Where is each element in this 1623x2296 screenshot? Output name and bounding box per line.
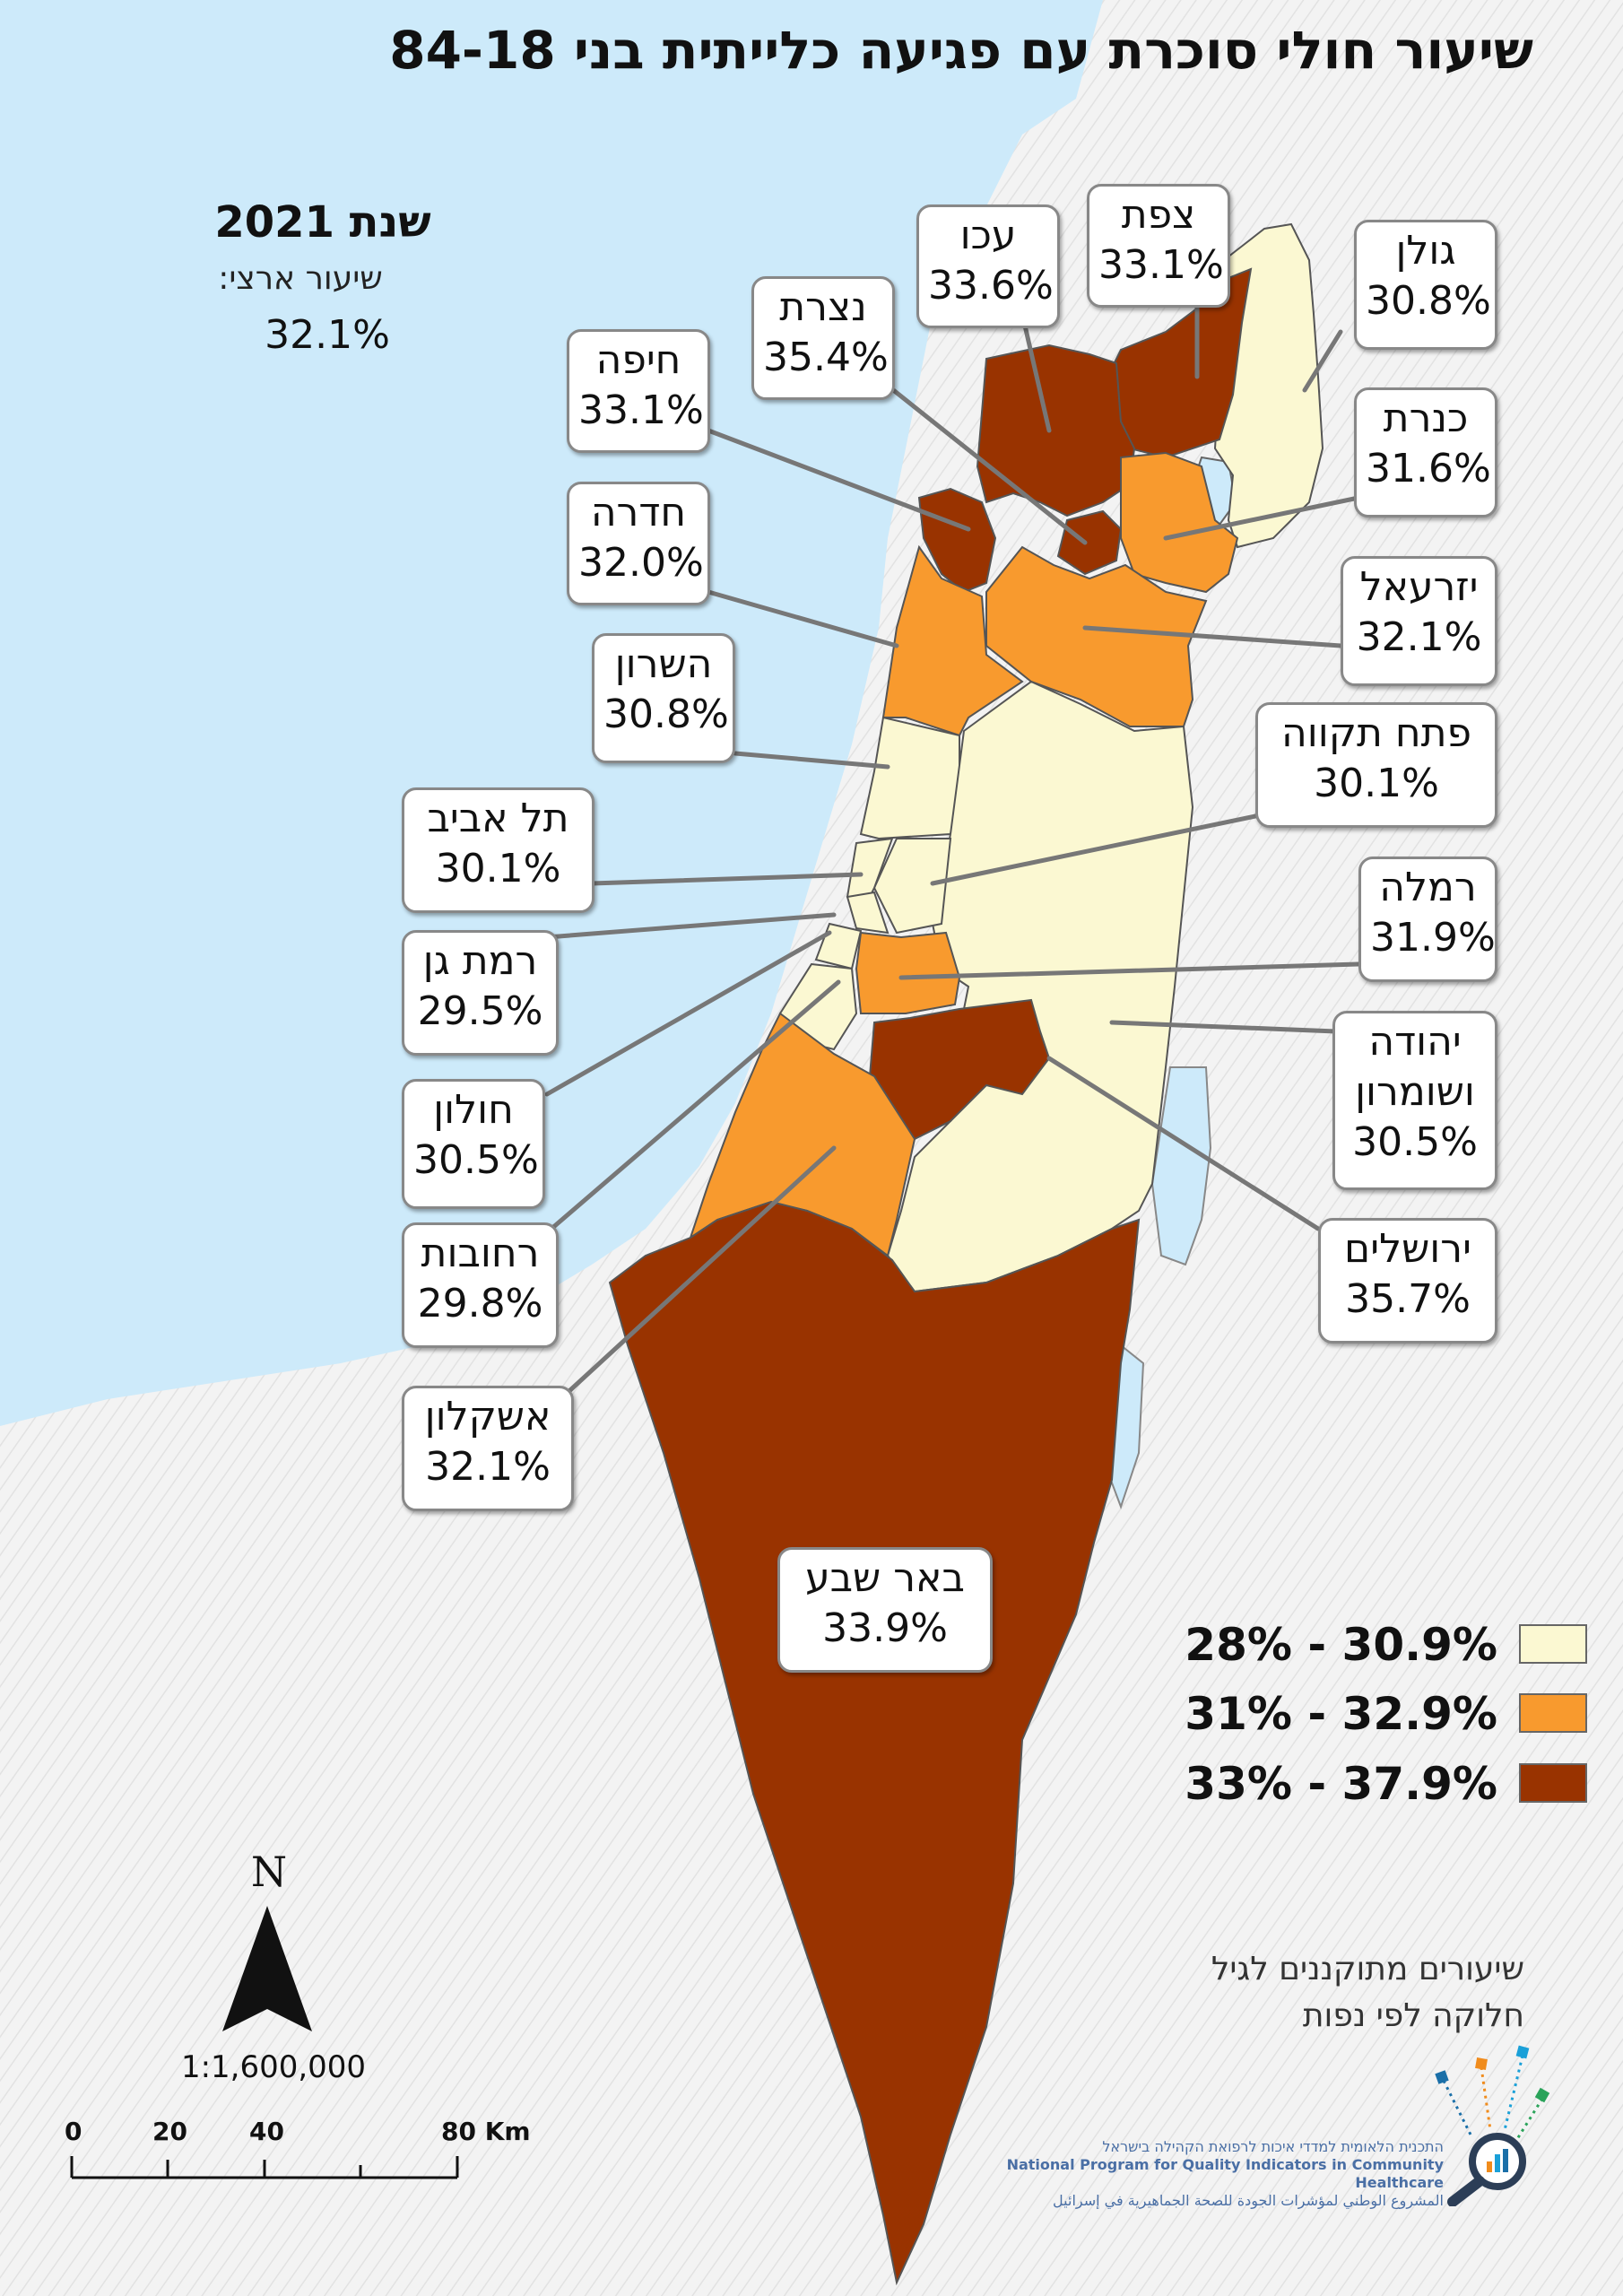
region-value: 30.5% [1352,1119,1478,1165]
region-name: יזרעאל [1359,564,1479,610]
region-value: 33.1% [578,387,704,433]
scale-ratio: 1:1,600,000 [180,2049,367,2085]
region-name: חולון [433,1087,514,1133]
region-name: עכו [959,213,1017,258]
region-name: תל אביב [427,796,569,841]
label-akko: עכו 33.6% [916,204,1060,328]
logo-text: התכנית הלאומית למדדי איכות לרפואת הקהילה… [1004,2138,1444,2210]
region-value: 30.1% [435,846,561,891]
region-name: יהודה ושומרון [1355,1019,1475,1115]
label-tel-aviv: תל אביב 30.1% [402,787,595,913]
region-name: השרון [614,641,713,687]
logo-line-arabic: المشروع الوطني لمؤشرات الجودة للصحة الجم… [1053,2192,1444,2209]
region-name: רמת גן [422,938,538,984]
label-jerusalem: ירושלים 35.7% [1318,1218,1497,1344]
year-label: שנת 2021 [214,197,431,248]
district-hadera [881,544,1024,737]
region-value: 32.0% [578,540,704,586]
region-value: 30.1% [1314,761,1439,806]
quality-indicators-logo-icon [1435,2045,1550,2206]
district-ramat-gan [846,891,890,935]
district-ramla [855,931,961,1014]
region-value: 30.8% [1366,278,1491,324]
map-note: שיעורים מתוקננים לגיל חלוקה לפי נפות [1076,1946,1524,2039]
label-rehovot: רחובות 29.8% [402,1222,559,1348]
legend-item-high: 33% - 37.9% [1166,1758,1587,1810]
region-name: רמלה [1379,865,1477,910]
label-petah-tikva: פתח תקווה 30.1% [1255,702,1497,828]
district-jezreel [985,545,1208,727]
legend-label: 28% - 30.9% [1185,1619,1497,1671]
region-value: 31.9% [1370,915,1496,961]
legend-swatch [1519,1763,1587,1803]
region-value: 32.1% [425,1444,551,1490]
region-name: אשקלון [424,1394,551,1439]
region-value: 32.1% [1356,614,1482,660]
region-value: 33.6% [928,263,1054,309]
district-kinneret [1120,451,1239,594]
label-ashkelon: אשקלון 32.1% [402,1386,574,1511]
note-line-1: שיעורים מתוקננים לגיל [1211,1951,1524,1987]
region-value: 35.4% [763,335,889,380]
national-rate-label: שיעור ארצי: [218,260,383,297]
north-arrow-icon [222,1906,312,2031]
district-nazareth [1056,509,1123,576]
region-name: חיפה [595,337,681,383]
region-value: 30.8% [603,691,729,737]
label-sharon: השרון 30.8% [592,633,735,763]
label-kinneret: כנרת 31.6% [1354,387,1497,517]
region-value: 29.5% [417,988,543,1034]
region-name: כנרת [1383,396,1469,441]
legend-item-low: 28% - 30.9% [1166,1619,1587,1671]
note-line-2: חלוקה לפי נפות [1302,1997,1524,2034]
scale-bar [70,2156,459,2179]
region-name: רחובות [421,1231,540,1276]
national-rate-value: 32.1% [265,312,390,358]
region-value: 29.8% [417,1281,543,1326]
label-ramat-gan: רמת גן 29.5% [402,930,559,1056]
label-hadera: חדרה 32.0% [567,482,710,605]
region-name: באר שבע [805,1555,965,1601]
label-haifa: חיפה 33.1% [567,329,710,453]
region-name: צפת [1121,192,1196,238]
region-value: 31.6% [1366,446,1491,491]
label-jezreel: יזרעאל 32.1% [1341,556,1497,686]
region-name: חדרה [590,490,687,535]
region-value: 30.5% [413,1137,539,1183]
region-name: ירושלים [1344,1226,1471,1272]
scale-tick-80: 80 Km [441,2117,531,2146]
legend-label: 31% - 32.9% [1185,1688,1497,1740]
north-label: N [250,1848,288,1896]
region-name: נצרת [779,284,867,330]
label-judea-samaria: יהודה ושומרון 30.5% [1332,1011,1497,1190]
logo-line-hebrew: התכנית הלאומית למדדי איכות לרפואת הקהילה… [1102,2138,1444,2155]
legend-label: 33% - 37.9% [1185,1758,1497,1810]
region-value: 35.7% [1345,1276,1471,1322]
legend-swatch [1519,1693,1587,1733]
scale-tick-20: 20 [152,2117,187,2146]
region-value: 33.9% [822,1605,948,1651]
region-name: גולן [1395,228,1456,274]
legend-swatch [1519,1624,1587,1664]
region-value: 33.1% [1098,242,1224,288]
district-akko [976,344,1136,517]
label-ramla: רמלה 31.9% [1358,857,1497,982]
logo-line-english: National Program for Quality Indicators … [1006,2156,1444,2191]
label-golan: גולן 30.8% [1354,220,1497,350]
district-haifa [917,487,997,594]
district-beer-sheva [608,1200,1141,2286]
scale-tick-40: 40 [249,2117,284,2146]
dead-sea [1150,1066,1212,1266]
label-holon: חולון 30.5% [402,1079,545,1209]
label-beer-sheva: באר שבע 33.9% [777,1547,993,1673]
district-sharon [859,716,960,840]
label-safed: צפת 33.1% [1087,184,1230,308]
label-nazareth: נצרת 35.4% [751,276,895,400]
legend-item-mid: 31% - 32.9% [1166,1688,1587,1740]
map-title: שיעור חולי סוכרת עם פגיעה כלייתית בני 84… [389,20,1533,81]
scale-tick-0: 0 [65,2117,82,2146]
region-name: פתח תקווה [1281,710,1471,756]
